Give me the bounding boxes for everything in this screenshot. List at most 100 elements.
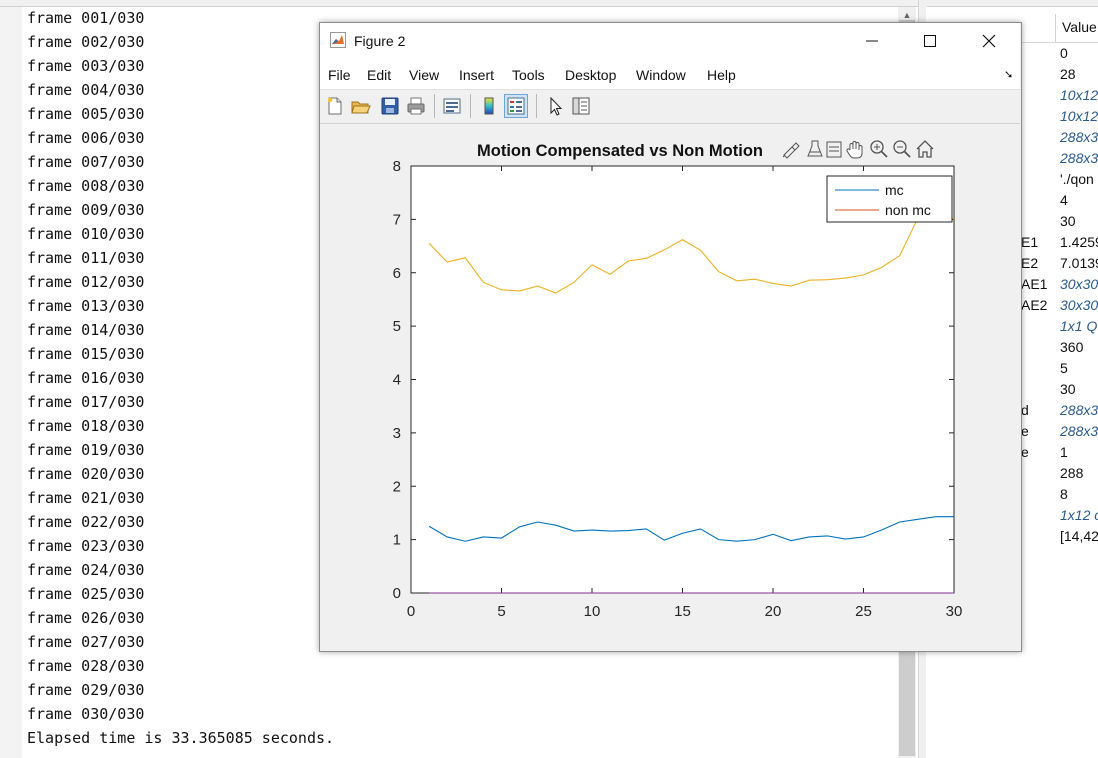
menu-view[interactable]: View <box>409 67 440 83</box>
workspace-value[interactable]: 10x12 <box>1060 87 1098 103</box>
workspace-value[interactable]: 8 <box>1060 486 1068 502</box>
command-output-line: frame 021/030 <box>27 489 145 507</box>
y-tick-label: 8 <box>393 158 401 175</box>
axes[interactable]: 0 1 2 3 4 5 6 7 8 0 5 10 15 20 25 30 mc non mc <box>393 158 963 620</box>
zoom-in-icon[interactable] <box>868 138 890 160</box>
workspace-value-column-header[interactable]: Value <box>1062 19 1097 35</box>
colorbar-icon[interactable] <box>478 95 500 117</box>
figure-menubar <box>320 61 1020 89</box>
close-icon <box>982 34 996 48</box>
figure-title: Figure 2 <box>354 33 406 49</box>
command-output-line: frame 023/030 <box>27 537 145 555</box>
close-button[interactable] <box>960 23 1018 59</box>
dock-arrow-icon[interactable]: ➘ <box>1004 69 1014 81</box>
workspace-value[interactable]: 5 <box>1060 360 1068 376</box>
x-tick-label: 5 <box>497 603 505 620</box>
series-line-non-mc[interactable] <box>428 214 955 294</box>
workspace-value[interactable]: './qon <box>1060 171 1094 187</box>
workspace-value[interactable]: 4 <box>1060 192 1068 208</box>
menu-file[interactable]: File <box>328 67 351 83</box>
workspace-value[interactable]: 30x30 <box>1060 276 1098 292</box>
workspace-value[interactable]: [14,42 <box>1060 528 1098 544</box>
command-output-line: frame 027/030 <box>27 633 145 651</box>
workspace-name[interactable]: E2 <box>1021 255 1039 271</box>
workspace-name[interactable]: E1 <box>1021 234 1039 250</box>
legend-icon[interactable] <box>504 94 528 118</box>
y-tick-label: 0 <box>393 585 401 602</box>
property-inspector-icon[interactable] <box>570 95 592 117</box>
command-output-line: frame 022/030 <box>27 513 145 531</box>
workspace-value[interactable]: 288x3 <box>1060 150 1098 166</box>
y-tick-label: 3 <box>393 425 401 442</box>
command-output-line: frame 018/030 <box>27 417 145 435</box>
command-output-line: frame 014/030 <box>27 321 145 339</box>
y-tick-label: 5 <box>393 318 401 335</box>
menu-desktop[interactable]: Desktop <box>565 67 617 83</box>
series-line-mc[interactable] <box>428 516 954 542</box>
legend-label: mc <box>885 182 904 198</box>
command-output-line: frame 005/030 <box>27 105 145 123</box>
data-tip-icon[interactable] <box>804 138 826 160</box>
top-strip <box>0 0 1098 7</box>
scroll-up-arrow-icon[interactable]: ▲ <box>902 10 912 20</box>
workspace-value[interactable]: 288x3 <box>1060 423 1098 439</box>
workspace-value[interactable]: 288 <box>1060 465 1084 481</box>
workspace-value[interactable]: 1x1 Q <box>1060 318 1098 334</box>
command-output-line: frame 025/030 <box>27 585 145 603</box>
workspace-column-separator[interactable] <box>1055 14 1056 42</box>
x-tick-label: 15 <box>674 603 691 620</box>
brush-icon[interactable] <box>780 138 802 160</box>
workspace-name[interactable]: AE1 <box>1021 276 1048 292</box>
command-output-line: frame 030/030 <box>27 705 145 723</box>
save-icon[interactable] <box>379 95 401 117</box>
workspace-name[interactable]: e <box>1021 444 1029 460</box>
figure-toolbar <box>320 89 1020 124</box>
workspace-value[interactable]: 360 <box>1060 339 1084 355</box>
toolbar-separator <box>434 94 435 118</box>
x-tick-label: 30 <box>946 603 963 620</box>
open-file-icon[interactable] <box>350 95 372 117</box>
zoom-out-icon[interactable] <box>891 138 913 160</box>
workspace-name[interactable]: e <box>1021 423 1029 439</box>
command-output-line: frame 002/030 <box>27 33 145 51</box>
workspace-value[interactable]: 1 <box>1060 444 1068 460</box>
minimize-button[interactable] <box>843 23 901 59</box>
maximize-icon <box>924 35 936 47</box>
new-figure-icon[interactable] <box>324 95 346 117</box>
link-plot-icon[interactable] <box>441 95 463 117</box>
plot-area[interactable] <box>410 165 955 594</box>
workspace-value[interactable]: 30x30 <box>1060 297 1098 313</box>
menu-tools[interactable]: Tools <box>512 67 545 83</box>
workspace-value[interactable]: 0 <box>1060 45 1068 61</box>
workspace-value[interactable]: 288x3 <box>1060 402 1098 418</box>
workspace-value[interactable]: 30 <box>1060 213 1076 229</box>
linked-data-icon[interactable] <box>823 138 845 160</box>
print-icon[interactable] <box>405 95 427 117</box>
menu-insert[interactable]: Insert <box>459 67 495 83</box>
workspace-value[interactable]: 1x12 c <box>1060 507 1098 523</box>
pointer-icon[interactable] <box>544 95 566 117</box>
pan-icon[interactable] <box>844 138 866 160</box>
command-output-line: frame 013/030 <box>27 297 145 315</box>
figure-titlebar[interactable] <box>320 23 1020 61</box>
toolbar-separator <box>470 94 471 118</box>
command-output-line: frame 008/030 <box>27 177 145 195</box>
workspace-value[interactable]: 28 <box>1060 66 1076 82</box>
line-chart[interactable]: Motion Compensated vs Non Motion 0 1 2 3 4 5 6… <box>320 122 1020 649</box>
command-output-line: frame 024/030 <box>27 561 145 579</box>
workspace-value[interactable]: 10x12 <box>1060 108 1098 124</box>
legend-box[interactable] <box>826 175 953 223</box>
workspace-value[interactable]: 288x3 <box>1060 129 1098 145</box>
maximize-button[interactable] <box>901 23 959 59</box>
workspace-name[interactable]: AE2 <box>1021 297 1048 313</box>
workspace-value[interactable]: 7.0139 <box>1060 255 1098 271</box>
minimize-icon <box>866 40 878 42</box>
workspace-name[interactable]: d <box>1021 402 1029 418</box>
workspace-value[interactable]: 1.4259 <box>1060 234 1098 250</box>
workspace-value[interactable]: 30 <box>1060 381 1076 397</box>
home-icon[interactable] <box>914 138 936 160</box>
menu-help[interactable]: Help <box>707 67 736 83</box>
menu-edit[interactable]: Edit <box>367 67 392 83</box>
menu-window[interactable]: Window <box>636 67 686 83</box>
y-tick-label: 7 <box>393 211 401 228</box>
